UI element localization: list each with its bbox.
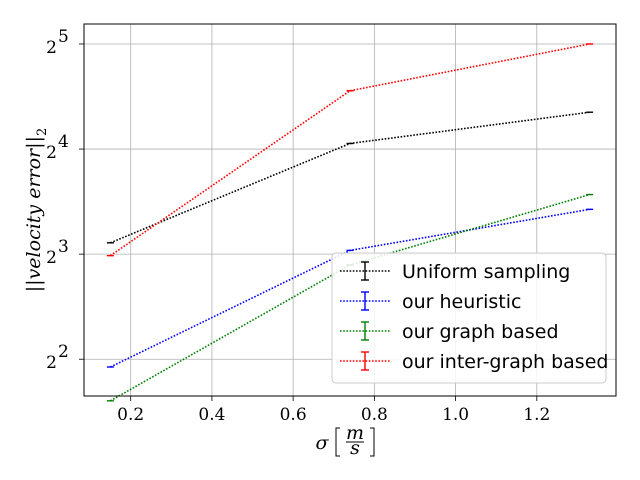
- x-ticks: 0.2 0.4 0.6 0.8 1.0 1.2: [117, 396, 550, 425]
- x-tick-label: 0.8: [361, 405, 388, 425]
- x-tick-label: 0.4: [198, 405, 225, 425]
- x-unit-bracket-left: [335, 427, 340, 457]
- series-line: [109, 43, 590, 257]
- grid-lines: [84, 24, 616, 396]
- legend-item[interactable]: our inter-graph based: [340, 351, 608, 373]
- y-axis-label: ||velocity error||2: [23, 128, 50, 292]
- legend[interactable]: Uniform sampling our heuristic our graph b…: [331, 252, 608, 384]
- x-tick-label: 0.6: [280, 405, 307, 425]
- series-line: [110, 111, 590, 244]
- x-unit-denominator: s: [350, 437, 360, 459]
- legend-label: Uniform sampling: [402, 261, 570, 283]
- legend-label: our inter-graph based: [402, 351, 608, 373]
- y-tick-exponent: 2: [58, 342, 69, 362]
- legend-item[interactable]: our heuristic: [340, 291, 521, 313]
- x-unit-numerator: m: [346, 422, 364, 444]
- y-tick-exponent: 3: [58, 237, 69, 257]
- x-axis-symbol: σ: [316, 432, 330, 454]
- y-tick-label: 2: [46, 143, 57, 163]
- x-axis-label: σ ms: [316, 422, 375, 459]
- y-axis-label-text: ||velocity error||2: [23, 128, 50, 292]
- y-tick-label: 2: [46, 38, 57, 58]
- y-tick-label: 2: [46, 248, 57, 268]
- y-tick-exponent: 5: [58, 27, 69, 47]
- legend-item[interactable]: our graph based: [340, 321, 559, 343]
- plot-frame: [83, 23, 617, 397]
- x-unit-bracket-right: [370, 427, 375, 457]
- legend-label: our graph based: [402, 321, 559, 343]
- x-tick-label: 1.2: [523, 405, 550, 425]
- y-tick-label: 2: [46, 353, 57, 373]
- x-tick-label: 1.0: [442, 405, 469, 425]
- x-tick-label: 0.2: [117, 405, 144, 425]
- legend-item[interactable]: Uniform sampling: [340, 261, 570, 283]
- legend-box: [331, 252, 607, 384]
- legend-label: our heuristic: [402, 291, 521, 313]
- y-tick-exponent: 4: [58, 132, 69, 152]
